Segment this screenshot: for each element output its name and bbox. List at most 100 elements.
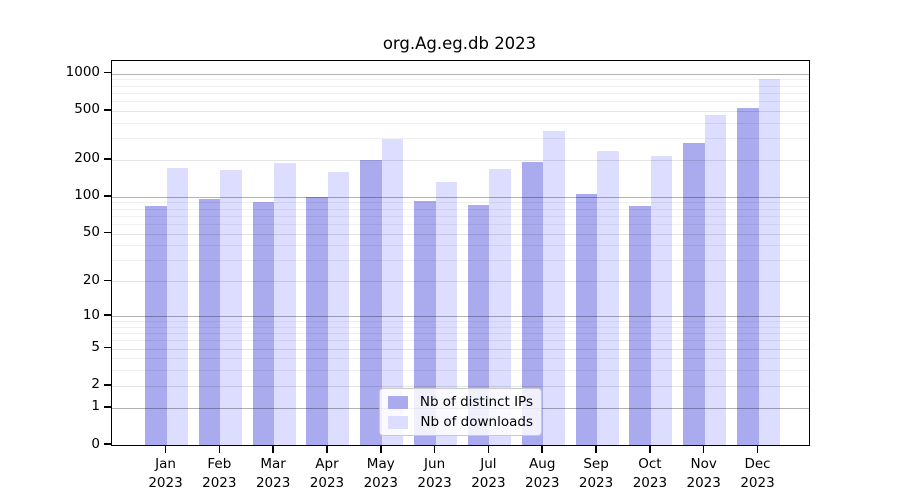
chart-title: org.Ag.eg.db 2023 xyxy=(382,34,537,53)
bar-downloads-aug xyxy=(543,130,565,445)
y-tick-mark-2 xyxy=(104,384,111,386)
y-tick-label-50: 50 xyxy=(82,224,100,241)
gridline-30 xyxy=(112,260,809,262)
x-tick-label-jul: Jul 2023 xyxy=(471,456,506,491)
gridline-400 xyxy=(112,122,809,124)
gridline-700 xyxy=(112,92,809,94)
gridline-9 xyxy=(112,321,809,323)
x-tick-mark-aug xyxy=(541,445,544,453)
y-tick-mark-100 xyxy=(104,195,111,197)
gridline-8 xyxy=(112,326,809,328)
x-tick-mark-nov xyxy=(702,445,705,453)
gridline-7 xyxy=(112,333,809,335)
bar-distinct-ips-mar xyxy=(252,202,275,445)
y-tick-mark-50 xyxy=(104,231,111,234)
gridline-80 xyxy=(112,208,809,210)
x-tick-mark-jun xyxy=(433,445,436,453)
y-tick-mark-500 xyxy=(104,108,111,111)
gridline-6 xyxy=(112,340,809,342)
legend-label-distinct-ips: Nb of distinct IPs xyxy=(419,394,533,410)
bar-downloads-jan xyxy=(166,168,188,445)
bar-distinct-ips-oct xyxy=(629,206,651,445)
x-tick-label-dec: Dec 2023 xyxy=(740,456,775,491)
y-tick-label-2: 2 xyxy=(91,376,100,393)
gridline-800 xyxy=(112,85,809,87)
legend-item-distinct-ips: Nb of distinct IPs xyxy=(388,394,533,410)
bar-distinct-ips-jul xyxy=(467,204,490,445)
bar-downloads-apr xyxy=(327,172,350,445)
gridline-20 xyxy=(112,281,809,283)
x-tick-mark-jul xyxy=(487,445,490,453)
bar-distinct-ips-jun xyxy=(414,201,436,445)
x-tick-mark-sep xyxy=(595,445,597,453)
legend-item-downloads: Nb of downloads xyxy=(388,414,533,430)
y-tick-mark-0 xyxy=(104,443,111,445)
x-tick-label-sep: Sep 2023 xyxy=(578,456,614,491)
y-tick-label-20: 20 xyxy=(82,271,100,288)
x-tick-mark-oct xyxy=(649,445,651,453)
gridline-2 xyxy=(112,385,809,387)
gridline-200 xyxy=(112,159,809,161)
gridline-5 xyxy=(112,348,809,350)
bar-distinct-ips-feb xyxy=(198,199,221,445)
legend: Nb of distinct IPs Nb of downloads xyxy=(379,388,542,436)
gridline-40 xyxy=(112,245,809,247)
gridline-4 xyxy=(112,358,809,360)
bar-downloads-dec xyxy=(758,79,781,445)
y-tick-label-200: 200 xyxy=(74,150,100,167)
y-tick-label-1: 1 xyxy=(91,398,100,415)
bar-distinct-ips-jan xyxy=(145,206,167,445)
y-tick-mark-1 xyxy=(104,405,111,408)
x-tick-label-jan: Jan 2023 xyxy=(148,456,183,491)
x-tick-label-feb: Feb 2023 xyxy=(202,456,237,491)
x-tick-label-apr: Apr 2023 xyxy=(309,456,345,491)
x-tick-mark-jan xyxy=(164,445,167,453)
y-tick-label-100: 100 xyxy=(74,187,100,204)
x-tick-label-aug: Aug 2023 xyxy=(525,456,560,491)
bar-downloads-may xyxy=(381,139,404,445)
x-tick-mark-may xyxy=(379,445,382,453)
bar-downloads-mar xyxy=(274,162,296,445)
y-tick-mark-1000 xyxy=(104,71,111,74)
bar-distinct-ips-nov xyxy=(683,143,705,445)
y-tick-label-5: 5 xyxy=(91,339,100,356)
y-tick-mark-20 xyxy=(104,279,111,282)
bar-downloads-oct xyxy=(650,155,673,445)
x-tick-label-nov: Nov 2023 xyxy=(686,456,721,491)
x-tick-label-mar: Mar 2023 xyxy=(255,456,291,491)
x-tick-label-oct: Oct 2023 xyxy=(632,456,668,491)
y-tick-label-0: 0 xyxy=(91,435,100,452)
y-tick-mark-10 xyxy=(104,314,111,316)
legend-swatch-distinct-ips xyxy=(388,395,408,409)
bar-downloads-nov xyxy=(704,115,727,445)
gridline-500 xyxy=(112,110,809,112)
gridline-300 xyxy=(112,138,809,140)
y-tick-label-500: 500 xyxy=(74,101,100,118)
plot-area xyxy=(111,60,810,446)
bar-downloads-jun xyxy=(435,181,458,445)
x-tick-label-jun: Jun 2023 xyxy=(417,456,452,491)
gridline-10 xyxy=(112,316,809,318)
y-tick-mark-5 xyxy=(104,346,111,349)
bar-distinct-ips-apr xyxy=(306,197,328,445)
bar-distinct-ips-aug xyxy=(521,162,544,445)
gridline-1000 xyxy=(112,73,809,75)
bar-downloads-feb xyxy=(220,170,242,445)
bar-distinct-ips-dec xyxy=(737,107,759,445)
bar-distinct-ips-sep xyxy=(575,194,598,445)
gridline-60 xyxy=(112,223,809,225)
bar-downloads-jul xyxy=(489,169,511,445)
x-tick-mark-mar xyxy=(272,445,274,453)
gridline-90 xyxy=(112,202,809,204)
legend-swatch-downloads xyxy=(388,415,409,429)
y-tick-mark-200 xyxy=(104,158,111,160)
bar-distinct-ips-may xyxy=(360,159,382,445)
y-tick-label-1000: 1000 xyxy=(65,64,100,81)
x-tick-mark-feb xyxy=(218,445,221,453)
gridline-900 xyxy=(112,79,809,81)
gridline-3 xyxy=(112,370,809,372)
gridline-100 xyxy=(112,196,809,198)
x-tick-mark-dec xyxy=(756,445,759,453)
bar-downloads-sep xyxy=(597,150,619,445)
